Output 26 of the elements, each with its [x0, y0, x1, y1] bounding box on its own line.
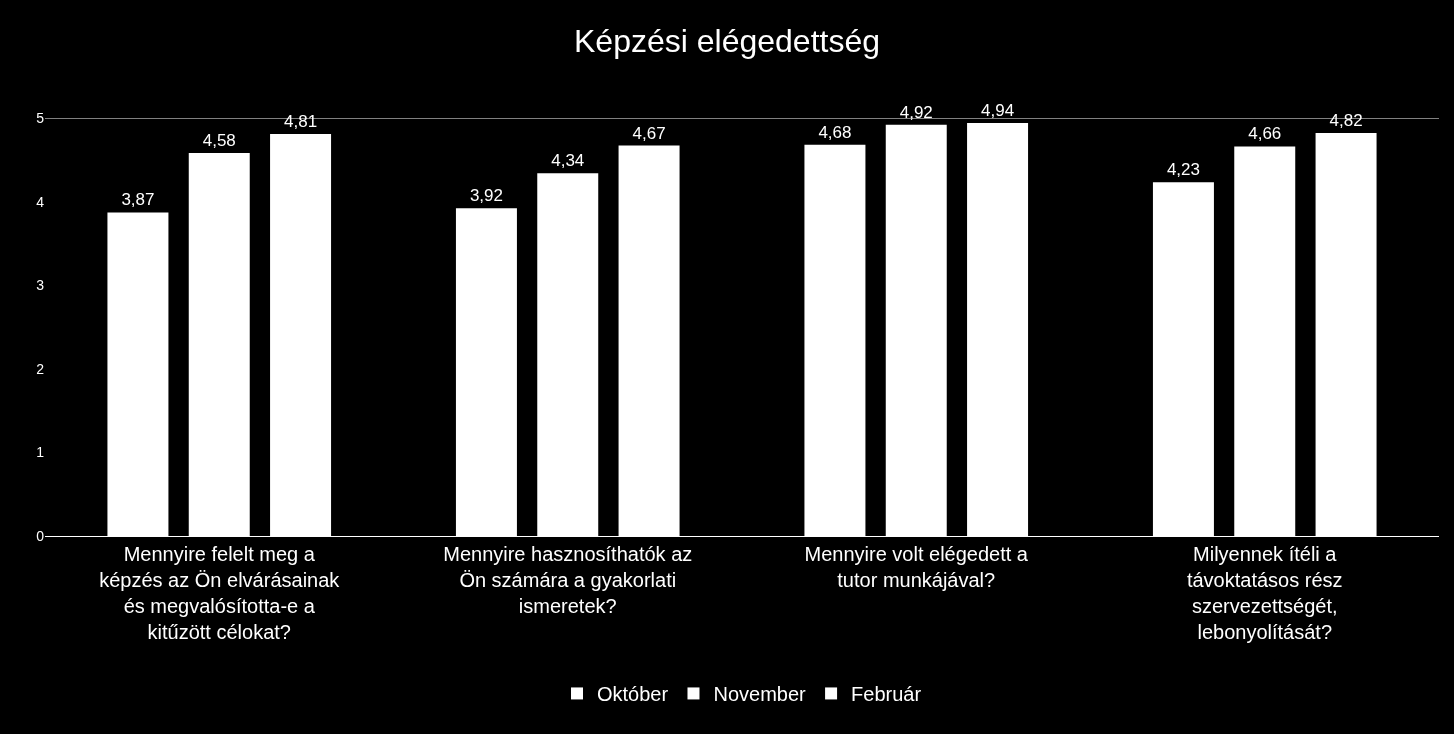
data-label: 4,67 [632, 123, 666, 143]
x-tick-label: Mennyire felelt meg a képzés az Ön elvárásainak és megvalósította-e a kitűzött célokat? [99, 543, 341, 643]
data-label: 4,23 [1166, 160, 1200, 180]
x-tick-label: Mennyire volt elégedett a tutor munkájával? [804, 543, 1029, 591]
data-label: 4,66 [1248, 124, 1282, 144]
data-label: 4,94 [981, 101, 1015, 121]
chart-title: Képzési elégedettség [574, 22, 880, 59]
legend-label: Február [851, 683, 922, 706]
y-tick-label: 5 [36, 109, 45, 126]
data-label: 3,87 [121, 190, 155, 210]
data-label: 4,68 [818, 122, 852, 142]
legend-label: November [713, 683, 807, 706]
legend-label: Október [597, 683, 669, 706]
x-tick-label: Mennyire hasznosíthatók az Ön számára a gyakorlati ismeretek? [443, 543, 693, 617]
y-tick-label: 1 [36, 444, 45, 461]
data-label: 4,81 [284, 111, 318, 131]
data-label: 4,34 [551, 151, 585, 171]
y-tick-label: 4 [36, 193, 45, 210]
y-tick-label: 3 [36, 277, 45, 294]
data-label: 4,58 [202, 131, 236, 151]
y-tick-label: 0 [36, 527, 45, 544]
x-tick-label: Milyennek ítéli a távoktatásos rész szervezettségét, lebonyolítását? [1186, 543, 1343, 643]
data-label: 3,92 [469, 186, 503, 206]
y-tick-label: 2 [36, 360, 45, 377]
data-label: 4,82 [1329, 111, 1363, 131]
data-label: 4,92 [899, 102, 933, 122]
